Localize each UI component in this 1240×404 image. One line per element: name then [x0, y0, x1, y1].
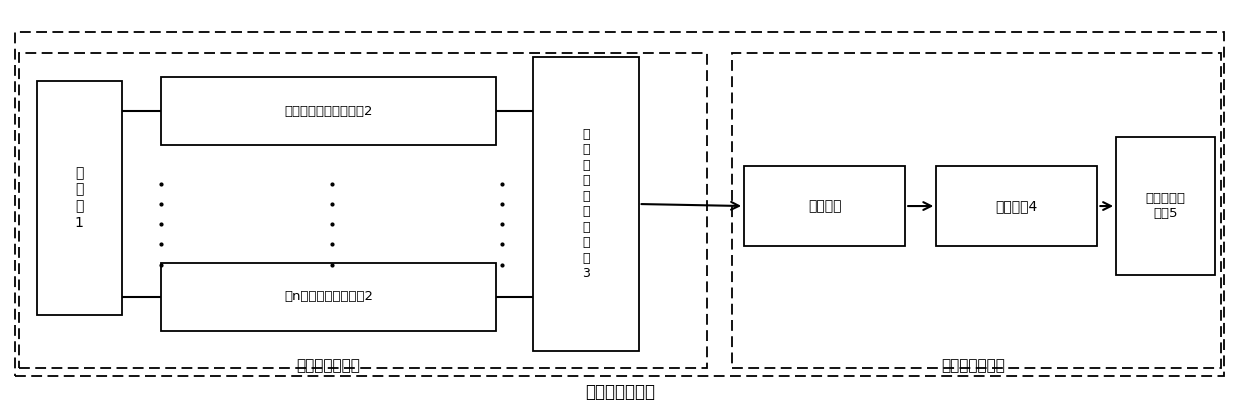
Bar [936, 166, 1097, 246]
Text: 光信号接收系统: 光信号接收系统 [941, 358, 1006, 373]
Bar [15, 32, 1224, 376]
Bar [161, 263, 496, 331]
Bar [744, 166, 905, 246]
Text: 第n路光信号生成支路2: 第n路光信号生成支路2 [284, 290, 373, 303]
Bar [19, 53, 707, 368]
Text: 光接收器4: 光接收器4 [996, 199, 1038, 213]
Bar [37, 81, 122, 315]
Text: 多芯光纤: 多芯光纤 [807, 199, 842, 213]
Text: 分
束
器
1: 分 束 器 1 [74, 166, 84, 230]
Text: 多
芯
光
纤
扇
入
耦
合
器
3: 多 芯 光 纤 扇 入 耦 合 器 3 [582, 128, 590, 280]
Bar [732, 53, 1221, 368]
Text: 光信号发送系统: 光信号发送系统 [296, 358, 361, 373]
Text: 信号解调处
理器5: 信号解调处 理器5 [1146, 192, 1185, 220]
Bar [161, 77, 496, 145]
Text: 光信号通信系统: 光信号通信系统 [585, 383, 655, 401]
Bar [533, 57, 639, 351]
Text: 第一路光信号生成支路2: 第一路光信号生成支路2 [284, 105, 373, 118]
Bar [1116, 137, 1215, 275]
